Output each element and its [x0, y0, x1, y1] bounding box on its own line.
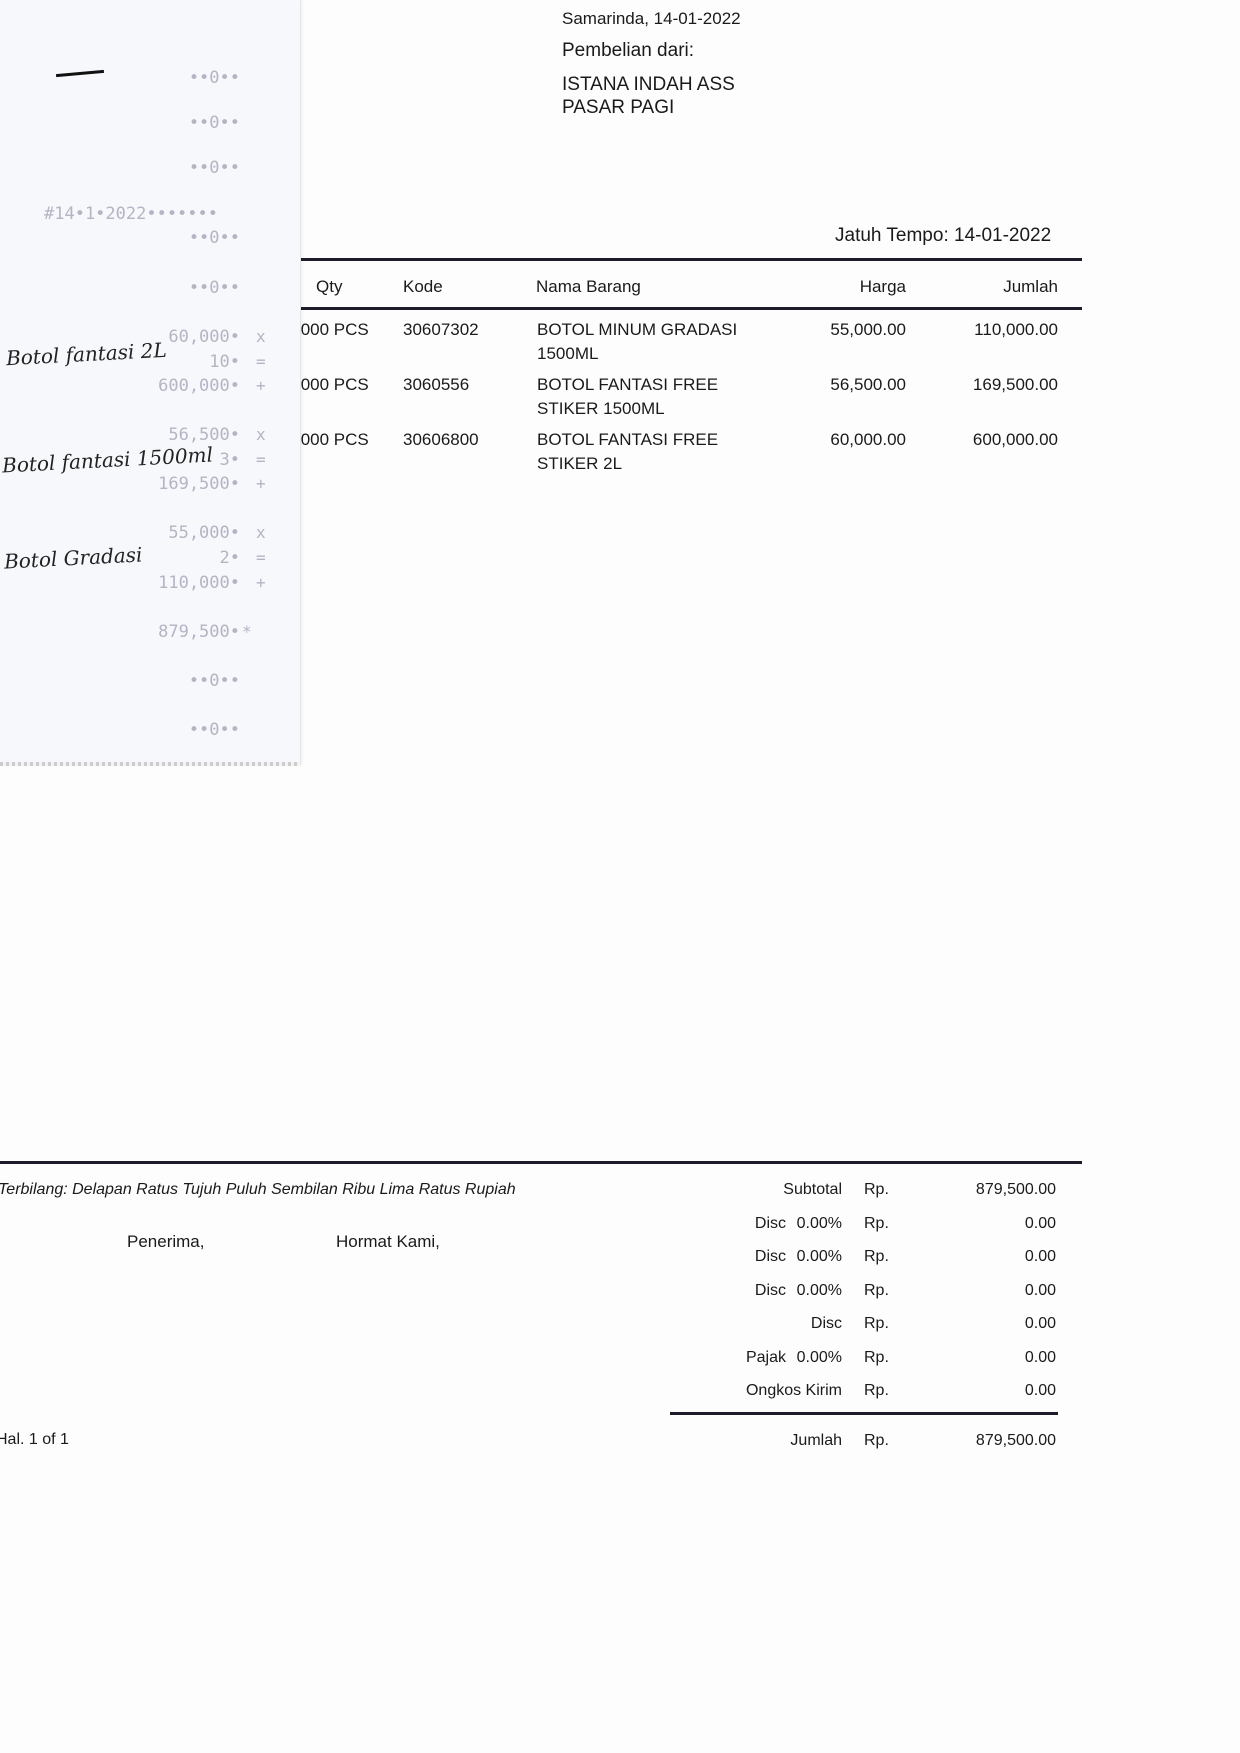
cell-amount: 169,500.00 — [972, 375, 1058, 394]
total-currency: Rp. — [864, 1432, 889, 1449]
place-date: Samarinda, 14-01-2022 — [562, 9, 741, 28]
receipt-line: 55,000• — [168, 523, 240, 543]
cell-item-name-line2: 1500ML — [537, 344, 599, 363]
cell-kode: 3060556 — [403, 375, 470, 394]
summary-label: Subtotal — [783, 1181, 842, 1198]
cell-item-name-line2: STIKER 1500ML — [537, 399, 665, 418]
col-harga: Harga — [859, 277, 906, 296]
summary-cur: Rp. — [864, 1281, 889, 1299]
receipt-operator: = — [256, 548, 266, 567]
receipt-operator: x — [256, 327, 266, 346]
cell-price: 60,000.00 — [830, 430, 906, 449]
receipt-line: 60,000• — [168, 327, 240, 347]
cell-kode: 30606800 — [403, 430, 479, 449]
cell-qty: .000 PCS — [296, 375, 369, 394]
page-number: Hal. 1 of 1 — [0, 1431, 69, 1448]
cell-item-name: BOTOL FANTASI FREE — [537, 375, 719, 394]
receipt-operator: + — [256, 573, 266, 592]
summary-label: Disc — [754, 1214, 786, 1232]
summary-cur: Rp. — [864, 1214, 889, 1232]
receipt-tear-edge — [0, 762, 300, 766]
summary-cur: Rp. — [864, 1348, 889, 1366]
receipt-line: 600,000• — [158, 376, 240, 396]
receipt-operator: = — [256, 450, 266, 469]
cell-item-name: BOTOL MINUM GRADASI — [537, 320, 738, 339]
receipt-line: ••0•• — [188, 158, 240, 178]
cell-amount: 600,000.00 — [972, 430, 1058, 449]
receipt-line: #14•1•2022••••••• — [44, 204, 218, 224]
table-top-rule — [290, 258, 1082, 261]
cell-kode: 30607302 — [403, 320, 479, 339]
col-nama: Nama Barang — [536, 277, 641, 296]
summary-cur: Rp. — [864, 1248, 889, 1265]
amount-in-words: Terbilang: Delapan Ratus Tujuh Puluh Sem… — [0, 1181, 516, 1198]
receipt-line: 879,500• — [158, 622, 240, 642]
receipt-line: ••0•• — [188, 228, 240, 248]
summary-pct: 0.00% — [796, 1348, 842, 1366]
cell-price: 55,000.00 — [830, 320, 906, 339]
summary-label: Disc — [810, 1315, 842, 1332]
calculator-receipt: ••0•• ••0•• ••0•• #14•1•2022••••••• ••0•• ••0… — [0, 0, 301, 765]
receiver-label: Penerima, — [127, 1232, 205, 1251]
receipt-operator: x — [256, 425, 266, 444]
receipt-line: 56,500• — [168, 425, 240, 445]
summary-value: 0.00 — [1024, 1348, 1056, 1366]
receipt-operator: x — [256, 523, 266, 542]
summary-label: Pajak — [745, 1348, 786, 1366]
col-kode: Kode — [403, 277, 443, 296]
cell-item-name: BOTOL FANTASI FREE — [537, 430, 719, 449]
total-value: 879,500.00 — [975, 1432, 1056, 1449]
summary-label: Disc — [754, 1248, 786, 1265]
total-label: Jumlah — [790, 1432, 842, 1449]
summary-value: 879,500.00 — [975, 1181, 1056, 1198]
summary-cur: Rp. — [864, 1382, 889, 1399]
summary-value: 0.00 — [1024, 1315, 1056, 1332]
receipt-operator: + — [256, 474, 266, 493]
col-qty: Qty — [316, 277, 343, 296]
cell-item-name-line2: STIKER 2L — [537, 454, 623, 473]
receipt-line: 2• — [219, 548, 240, 568]
cell-price: 56,500.00 — [830, 375, 906, 394]
summary-cur: Rp. — [864, 1181, 889, 1198]
summary-value: 0.00 — [1024, 1214, 1056, 1232]
cell-amount: 110,000.00 — [974, 320, 1058, 339]
receipt-line: 169,500• — [158, 474, 240, 494]
receipt-line: ••0•• — [188, 278, 240, 298]
summary-pct: 0.00% — [796, 1281, 842, 1299]
receipt-operator: + — [256, 376, 266, 395]
receipt-line: 10• — [209, 352, 240, 372]
col-jumlah: Jumlah — [1003, 277, 1058, 296]
cell-qty: .000 PCS — [296, 430, 369, 449]
receipt-line: ••0•• — [188, 671, 240, 691]
summary-value: 0.00 — [1024, 1382, 1056, 1399]
receipt-operator: * — [242, 622, 252, 641]
summary-label: Ongkos Kirim — [745, 1382, 842, 1399]
receipt-line: ••0•• — [188, 113, 240, 133]
receipt-line: 3• — [219, 450, 240, 470]
due-date: Jatuh Tempo: 14-01-2022 — [835, 225, 1052, 246]
receipt-line: ••0•• — [188, 68, 240, 88]
footer-rule — [0, 1161, 1082, 1164]
summary-pct: 0.00% — [796, 1248, 842, 1265]
summary-value: 0.00 — [1024, 1248, 1056, 1265]
receipt-operator: = — [256, 352, 266, 371]
summary-label: Disc — [754, 1281, 786, 1299]
supplier-location: PASAR PAGI — [562, 97, 675, 118]
purchase-from-label: Pembelian dari: — [562, 40, 695, 61]
regards-label: Hormat Kami, — [336, 1232, 440, 1251]
table-header-rule — [290, 307, 1082, 310]
summary-value: 0.00 — [1024, 1281, 1056, 1299]
supplier-name: ISTANA INDAH ASS — [562, 74, 735, 95]
total-rule — [670, 1412, 1058, 1415]
cell-qty: .000 PCS — [296, 320, 369, 339]
receipt-line: 110,000• — [158, 573, 240, 593]
summary-pct: 0.00% — [796, 1214, 842, 1232]
receipt-line: ••0•• — [188, 720, 240, 740]
summary-cur: Rp. — [864, 1315, 889, 1332]
